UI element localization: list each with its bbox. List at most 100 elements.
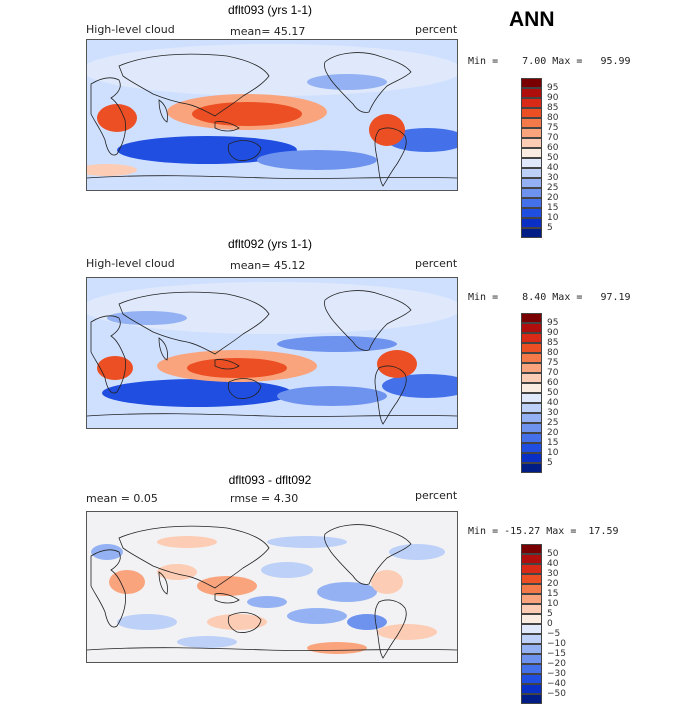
- cloud-field-tropics-core: [192, 102, 302, 126]
- colorbar-swatch: [521, 453, 542, 463]
- panel-1-minmax: Min = 7.00 Max = 95.99: [468, 56, 631, 67]
- coastline: [214, 121, 240, 132]
- colorbar-swatch: [521, 373, 542, 383]
- panel-3-units: percent: [415, 489, 458, 502]
- coastline: [90, 315, 126, 394]
- colorbar-label: 15: [547, 589, 559, 599]
- colorbar-label: 10: [547, 448, 559, 458]
- colorbar-swatch: [521, 323, 542, 333]
- coastline: [227, 140, 262, 161]
- difference-field: [307, 642, 367, 654]
- difference-field: [267, 536, 347, 548]
- colorbar-label: 30: [547, 569, 559, 579]
- coastline: [374, 127, 407, 187]
- colorbar-label: 40: [547, 398, 559, 408]
- panel-3-rmse: rmse = 4.30: [230, 492, 299, 505]
- panel-2-minmax: Min = 8.40 Max = 97.19: [468, 292, 631, 303]
- colorbar-swatch: [521, 393, 542, 403]
- colorbar-swatch: [521, 108, 542, 118]
- colorbar-label: 70: [547, 368, 559, 378]
- difference-field: [347, 614, 387, 630]
- season-label: ANN: [509, 8, 555, 31]
- colorbar-label: 75: [547, 358, 559, 368]
- colorbar-label: 50: [547, 388, 559, 398]
- colorbar-swatch: [521, 98, 542, 108]
- cloud-field-south-subtropic: [257, 150, 377, 170]
- colorbar-label: 50: [547, 549, 559, 559]
- colorbar-label: 20: [547, 579, 559, 589]
- colorbar-label: −5: [547, 629, 561, 639]
- colorbar-swatch: [521, 228, 542, 238]
- cloud-field-tropics-core: [187, 358, 287, 378]
- colorbar-swatch: [521, 118, 542, 128]
- coastline: [87, 175, 457, 179]
- colorbar-swatch: [521, 198, 542, 208]
- colorbar-swatch: [521, 178, 542, 188]
- difference-field: [287, 608, 347, 624]
- panel-1-mean: mean= 45.17: [230, 25, 306, 38]
- cloud-field-south-pacific: [382, 374, 457, 398]
- colorbar-swatch: [521, 564, 542, 574]
- colorbar-swatch: [521, 674, 542, 684]
- coastline: [374, 599, 407, 659]
- panel-3-minmax: Min = -15.27 Max = 17.59: [468, 526, 619, 537]
- colorbar-label: 5: [547, 458, 553, 468]
- colorbar-label: 25: [547, 418, 559, 428]
- difference-field: [177, 636, 237, 648]
- difference-field: [261, 562, 313, 578]
- colorbar-swatch: [521, 88, 542, 98]
- colorbar-swatch: [521, 624, 542, 634]
- colorbar-swatch: [521, 433, 542, 443]
- colorbar-swatch: [521, 664, 542, 674]
- coastline: [324, 52, 412, 113]
- colorbar-swatch: [521, 313, 542, 323]
- colorbar-label: 95: [547, 318, 559, 328]
- panel-1-title: dflt093 (yrs 1-1): [227, 3, 313, 17]
- colorbar-swatch: [521, 594, 542, 604]
- coastline: [324, 290, 412, 351]
- colorbar-swatch: [521, 188, 542, 198]
- coastline: [118, 53, 270, 117]
- colorbar-swatch: [521, 363, 542, 373]
- coastline: [227, 378, 262, 399]
- cloud-field-south-indian: [102, 379, 292, 407]
- colorbar-swatch: [521, 544, 542, 554]
- cloud-field-africa: [97, 104, 137, 132]
- difference-field: [207, 614, 267, 630]
- coastline: [158, 99, 168, 123]
- colorbar-swatch: [521, 158, 542, 168]
- colorbar-swatch: [521, 383, 542, 393]
- colorbar-swatch: [521, 654, 542, 664]
- colorbar-label: 60: [547, 378, 559, 388]
- coastline: [90, 77, 126, 156]
- difference-field: [157, 536, 217, 548]
- colorbar-label: 40: [547, 163, 559, 173]
- cloud-field-south-indian: [117, 136, 297, 164]
- colorbar-swatch: [521, 208, 542, 218]
- colorbar-label: 30: [547, 173, 559, 183]
- colorbar-swatch: [521, 644, 542, 654]
- panel-3-map: [86, 511, 458, 663]
- colorbar-label: 30: [547, 408, 559, 418]
- colorbar-swatch: [521, 413, 542, 423]
- colorbar-label: 10: [547, 213, 559, 223]
- cloud-field-pacific-north: [277, 336, 397, 352]
- colorbar-label: 10: [547, 599, 559, 609]
- coastline: [214, 593, 240, 604]
- colorbar-swatch: [521, 138, 542, 148]
- difference-field: [377, 624, 437, 640]
- colorbar-swatch: [521, 423, 542, 433]
- colorbar-swatch: [521, 684, 542, 694]
- panel-2-mean: mean= 45.12: [230, 259, 306, 272]
- cloud-field-antarctic: [87, 164, 137, 176]
- colorbar-swatch: [521, 333, 542, 343]
- panel-2-title: dflt092 (yrs 1-1): [227, 237, 313, 251]
- colorbar-swatch: [521, 634, 542, 644]
- colorbar-label: −15: [547, 649, 566, 659]
- coastline: [158, 337, 168, 361]
- colorbar-swatch: [521, 614, 542, 624]
- colorbar-swatch: [521, 463, 542, 473]
- coastline: [227, 612, 262, 633]
- panel-3-mean: mean = 0.05: [86, 492, 158, 505]
- colorbar-label: 40: [547, 559, 559, 569]
